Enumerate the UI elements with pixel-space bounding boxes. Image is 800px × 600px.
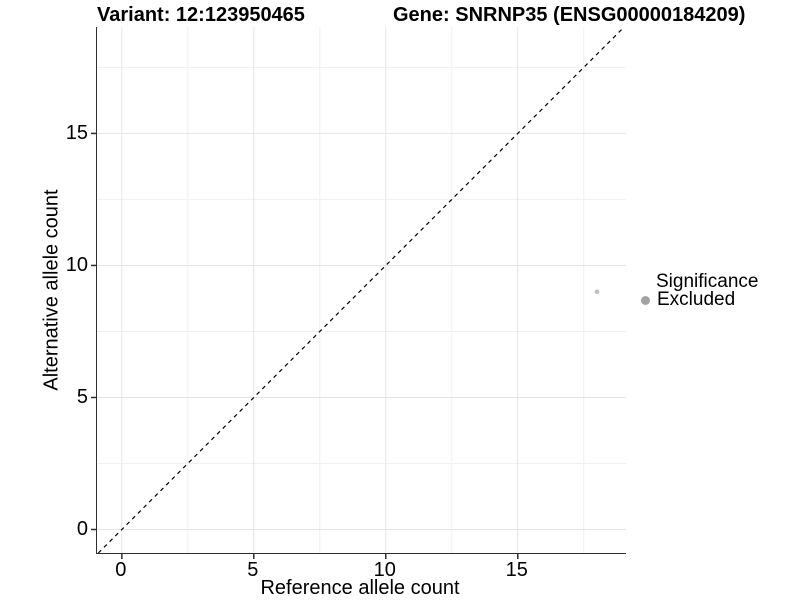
variant-title: Variant: 12:123950465 bbox=[97, 4, 305, 26]
y-tick-label: 5 bbox=[76, 386, 88, 409]
x-tick-label: 0 bbox=[115, 559, 127, 581]
plot-panel bbox=[91, 26, 626, 559]
x-tick-label: 15 bbox=[505, 559, 528, 581]
chart-canvas bbox=[91, 26, 626, 559]
data-point bbox=[594, 289, 600, 295]
x-tick-label: 10 bbox=[373, 559, 396, 581]
x-axis-title: Reference allele count bbox=[260, 577, 460, 599]
y-axis-title: Alternative allele count bbox=[40, 189, 63, 391]
y-tick-label: 0 bbox=[76, 518, 88, 541]
identity-reference-line bbox=[97, 26, 625, 554]
y-tick-label: 15 bbox=[65, 122, 88, 145]
legend-title: Significance bbox=[656, 271, 759, 292]
legend-entry-label: Excluded bbox=[657, 289, 736, 310]
gene-title: Gene: SNRNP35 (ENSG00000184209) bbox=[393, 4, 746, 26]
y-tick-label: 10 bbox=[65, 254, 88, 277]
legend-key-dot-icon bbox=[641, 295, 650, 305]
legend-entry-excluded: Excluded bbox=[638, 289, 736, 310]
x-tick-label: 5 bbox=[247, 559, 259, 581]
